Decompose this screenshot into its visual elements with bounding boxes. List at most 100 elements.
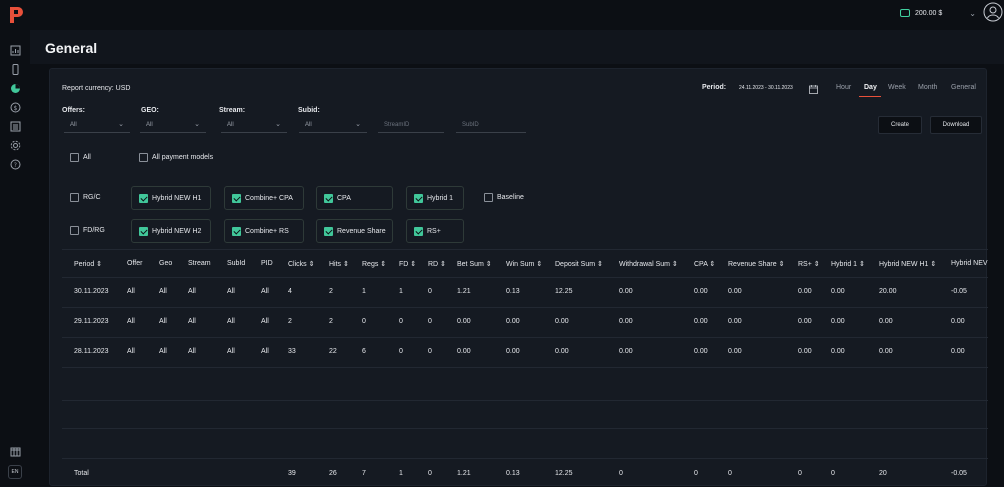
table-cell: All	[188, 348, 196, 355]
tab-week[interactable]: Week	[888, 84, 906, 91]
table-cell: 0	[399, 348, 403, 355]
th-cpa[interactable]: CPA ⇕	[694, 261, 716, 268]
hybrid-new-h1-checkbox[interactable]	[139, 194, 148, 203]
th-hybrid-1[interactable]: Hybrid 1 ⇕	[831, 261, 865, 268]
revenue-share-label: Revenue Share	[337, 228, 386, 235]
th-hybrid-new-cut: Hybrid NEV	[951, 260, 988, 267]
tab-general[interactable]: General	[951, 84, 976, 91]
combine-cpa-checkbox[interactable]	[232, 194, 241, 203]
table-cell: 0.00	[798, 288, 812, 295]
all-payment-models-checkbox[interactable]	[139, 153, 148, 162]
table-cell: 0.13	[506, 288, 520, 295]
fdrg-checkbox[interactable]	[70, 226, 79, 235]
chevron-down-icon: ⌄	[118, 121, 124, 128]
rgc-label: RG/C	[83, 194, 101, 201]
dollar-icon[interactable]: $	[10, 102, 21, 113]
table-cell: All	[261, 288, 269, 295]
user-avatar-icon[interactable]	[983, 2, 1003, 22]
th-hybrid-new-h1[interactable]: Hybrid NEW H1 ⇕	[879, 261, 937, 268]
cpa-checkbox[interactable]	[324, 194, 333, 203]
stream-value: All	[227, 122, 234, 128]
dashboard-icon[interactable]	[10, 45, 21, 56]
chevron-down-icon: ⌄	[275, 121, 281, 128]
language-switch[interactable]: EN	[8, 465, 22, 479]
th-subid: SubId	[227, 260, 246, 267]
table-cell: 0	[428, 288, 432, 295]
th-rs-plus[interactable]: RS+ ⇕	[798, 261, 820, 268]
wallet-icon	[900, 9, 910, 17]
total-cell: 0	[694, 470, 698, 477]
model-revenue-share[interactable]: Revenue Share	[316, 219, 393, 243]
create-button[interactable]: Create	[878, 116, 922, 134]
tab-month[interactable]: Month	[918, 84, 938, 91]
logo-icon[interactable]	[8, 6, 24, 24]
balance-amount: 200.00 $	[915, 9, 943, 17]
model-cpa[interactable]: CPA	[316, 186, 393, 210]
table-cell: All	[227, 348, 235, 355]
list-icon[interactable]	[10, 121, 21, 132]
geo-select[interactable]: All ⌄	[140, 118, 206, 133]
baseline-checkbox[interactable]	[484, 193, 493, 202]
th-period[interactable]: Period ⇕	[74, 261, 103, 268]
stream-select[interactable]: All ⌄	[221, 118, 287, 133]
model-hybrid-new-h2[interactable]: Hybrid NEW H2	[131, 219, 211, 243]
table-cell: 4	[288, 288, 292, 295]
balance-widget[interactable]: 200.00 $ ⌄	[900, 6, 976, 20]
geo-label: GEO:	[141, 107, 159, 114]
rs-plus-checkbox[interactable]	[414, 227, 423, 236]
th-hits[interactable]: Hits ⇕	[329, 261, 349, 268]
model-rs-plus[interactable]: RS+	[406, 219, 464, 243]
geo-value: All	[146, 122, 153, 128]
table-cell: All	[159, 348, 167, 355]
table-cell: 0.00	[694, 318, 708, 325]
model-combine-cpa[interactable]: Combine+ CPA	[224, 186, 304, 210]
all-label: All	[83, 154, 91, 161]
hybrid-new-h1-label: Hybrid NEW H1	[152, 195, 202, 202]
subid-input[interactable]: SubID	[456, 118, 526, 133]
total-cell: 1	[399, 470, 403, 477]
calendar-icon[interactable]	[809, 85, 818, 94]
period-range[interactable]: 24.11.2023 - 30.11.2023	[739, 85, 793, 91]
th-regs[interactable]: Regs ⇕	[362, 261, 387, 268]
table-cell: 1	[399, 288, 403, 295]
subid-select[interactable]: All ⌄	[299, 118, 367, 133]
settings-icon[interactable]	[10, 140, 21, 151]
th-deposit-sum[interactable]: Deposit Sum ⇕	[555, 261, 603, 268]
table-cell: All	[127, 288, 135, 295]
row-divider	[62, 307, 988, 308]
tab-day[interactable]: Day	[864, 84, 877, 91]
row-divider	[62, 367, 988, 368]
revenue-share-checkbox[interactable]	[324, 227, 333, 236]
rs-plus-label: RS+	[427, 228, 441, 235]
offers-label: Offers:	[62, 107, 85, 114]
th-pid: PID	[261, 260, 273, 267]
model-hybrid-new-h1[interactable]: Hybrid NEW H1	[131, 186, 211, 210]
hybrid-1-checkbox[interactable]	[414, 194, 423, 203]
model-hybrid-1[interactable]: Hybrid 1	[406, 186, 464, 210]
pie-chart-icon[interactable]	[10, 83, 21, 94]
calendar-grid-icon[interactable]	[10, 446, 21, 457]
th-win-sum[interactable]: Win Sum ⇕	[506, 261, 543, 268]
model-combine-rs[interactable]: Combine+ RS	[224, 219, 304, 243]
table-cell: 0	[428, 318, 432, 325]
combine-rs-checkbox[interactable]	[232, 227, 241, 236]
offers-select[interactable]: All ⌄	[64, 118, 130, 133]
th-revenue-share[interactable]: Revenue Share ⇕	[728, 261, 785, 268]
rgc-checkbox[interactable]	[70, 193, 79, 202]
th-fd[interactable]: FD ⇕	[399, 261, 417, 268]
table-cell: 0.00	[506, 348, 520, 355]
th-bet-sum[interactable]: Bet Sum ⇕	[457, 261, 492, 268]
stream-id-input[interactable]: StreamID	[378, 118, 444, 133]
table-cell: All	[227, 288, 235, 295]
download-button[interactable]: Download	[930, 116, 982, 134]
hybrid-new-h2-checkbox[interactable]	[139, 227, 148, 236]
help-icon[interactable]: ?	[10, 159, 21, 170]
tab-hour[interactable]: Hour	[836, 84, 852, 91]
mobile-icon[interactable]	[10, 64, 21, 75]
table-cell: 0	[399, 318, 403, 325]
table-cell: 0	[362, 318, 366, 325]
th-clicks[interactable]: Clicks ⇕	[288, 261, 315, 268]
all-checkbox[interactable]	[70, 153, 79, 162]
th-rd[interactable]: RD ⇕	[428, 261, 446, 268]
th-withdrawal-sum[interactable]: Withdrawal Sum ⇕	[619, 261, 678, 268]
